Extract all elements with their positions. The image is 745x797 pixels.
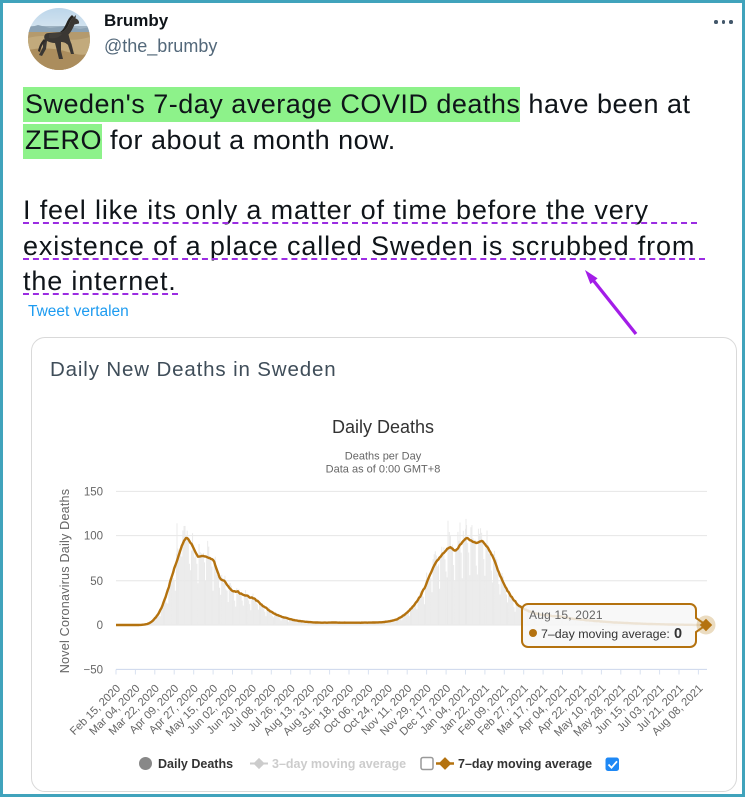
svg-text:150: 150	[84, 487, 103, 499]
svg-text:50: 50	[90, 576, 103, 588]
svg-text:Novel Coronavirus Daily Deaths: Novel Coronavirus Daily Deaths	[58, 489, 72, 673]
svg-text:100: 100	[84, 531, 103, 543]
svg-text:7–day moving average: 7–day moving average	[458, 757, 592, 771]
svg-text:7–day moving average:: 7–day moving average:	[541, 627, 670, 641]
svg-text:0: 0	[674, 626, 682, 642]
svg-text:3–day moving average: 3–day moving average	[272, 757, 406, 771]
svg-text:Daily Deaths: Daily Deaths	[332, 417, 434, 437]
svg-text:Data as of 0:00 GMT+8: Data as of 0:00 GMT+8	[326, 464, 441, 476]
svg-text:−50: −50	[83, 664, 103, 676]
svg-text:0: 0	[97, 620, 103, 632]
svg-text:Deaths per Day: Deaths per Day	[345, 451, 422, 463]
svg-text:Aug 15, 2021: Aug 15, 2021	[529, 608, 603, 622]
svg-text:Daily Deaths: Daily Deaths	[158, 757, 233, 771]
